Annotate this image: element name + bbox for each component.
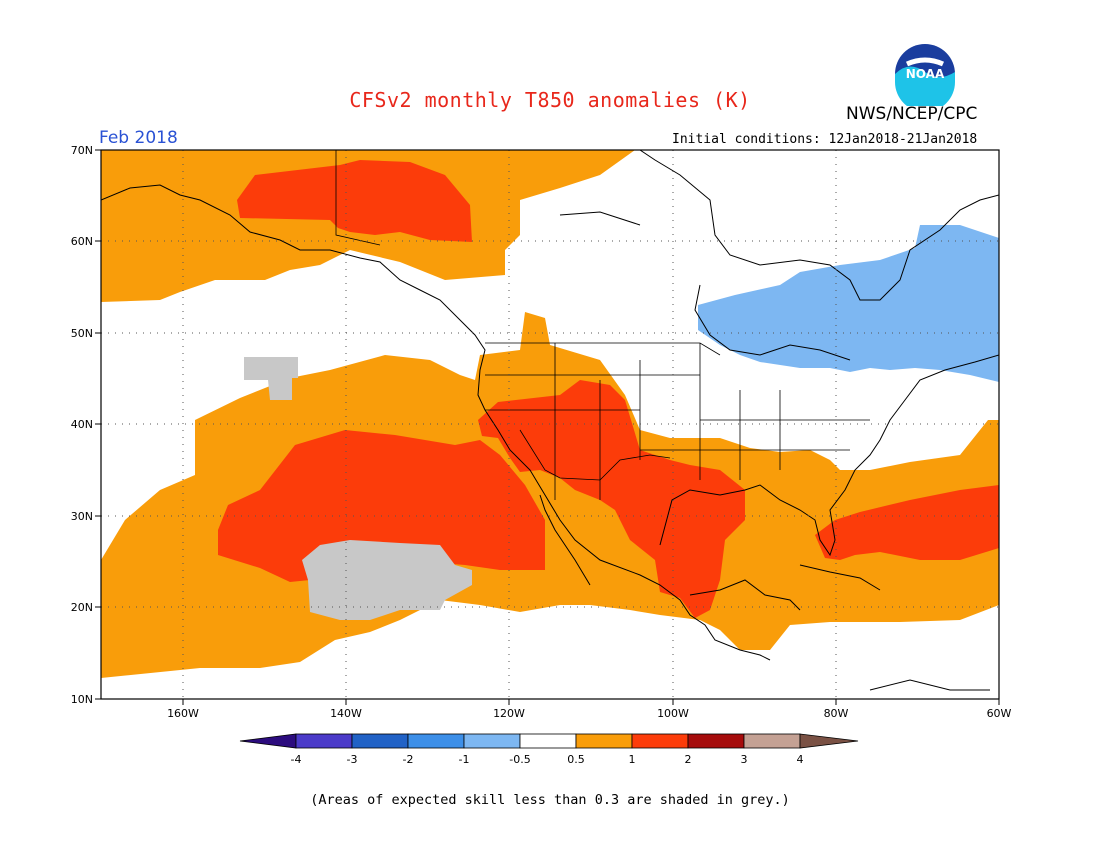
colorbar-swatch: [351, 733, 409, 749]
colorbar: [239, 733, 859, 749]
colorbar-swatch: [407, 733, 465, 749]
colorbar-label: -4: [291, 753, 302, 766]
lon-label: 140W: [330, 707, 362, 720]
colorbar-label: -3: [347, 753, 358, 766]
colorbar-label: -2: [403, 753, 414, 766]
lat-label: 40N: [71, 418, 93, 431]
axis-ticks: [95, 149, 1000, 705]
colorbar-label: 4: [797, 753, 804, 766]
colorbar-swatch: [239, 733, 297, 749]
initial-conditions: Initial conditions: 12Jan2018-21Jan2018: [672, 132, 978, 147]
lon-label: 160W: [167, 707, 199, 720]
lat-label: 60N: [71, 235, 93, 248]
latitude-labels: 70N 60N 50N 40N 30N 20N 10N: [71, 144, 93, 706]
lon-label: 100W: [657, 707, 689, 720]
map-title: CFSv2 monthly T850 anomalies (K): [349, 88, 751, 112]
colorbar-labels: -4 -3 -2 -1 -0.5 0.5 1 2 3 4: [291, 753, 804, 766]
colorbar-label: 1: [629, 753, 636, 766]
lon-label: 120W: [493, 707, 525, 720]
lon-label: 60W: [987, 707, 1012, 720]
lon-label: 80W: [824, 707, 849, 720]
forecast-month: Feb 2018: [99, 128, 178, 148]
colorbar-label: 3: [741, 753, 748, 766]
colorbar-swatch: [687, 733, 745, 749]
colorbar-swatch: [519, 733, 577, 749]
coastlines: [101, 150, 999, 691]
noaa-logo: NOAA: [895, 44, 955, 106]
agency-label: NWS/NCEP/CPC: [846, 104, 978, 124]
colorbar-label: 2: [685, 753, 692, 766]
skill-footnote: (Areas of expected skill less than 0.3 a…: [310, 792, 790, 808]
lat-label: 50N: [71, 327, 93, 340]
colorbar-swatch: [799, 733, 859, 749]
colorbar-swatch: [575, 733, 633, 749]
lat-label: 70N: [71, 144, 93, 157]
lat-label: 20N: [71, 601, 93, 614]
lat-label: 10N: [71, 693, 93, 706]
colorbar-label: -1: [459, 753, 470, 766]
graticule: [101, 150, 999, 699]
colorbar-label: -0.5: [509, 753, 530, 766]
colorbar-label: 0.5: [567, 753, 585, 766]
longitude-labels: 160W 140W 120W 100W 80W 60W: [167, 707, 1011, 720]
colorbar-swatch: [743, 733, 801, 749]
political-boundaries: [335, 150, 870, 500]
colorbar-swatch: [463, 733, 521, 749]
noaa-logo-text: NOAA: [906, 67, 945, 81]
colorbar-swatch: [631, 733, 689, 749]
lat-label: 30N: [71, 510, 93, 523]
colorbar-swatch: [295, 733, 353, 749]
